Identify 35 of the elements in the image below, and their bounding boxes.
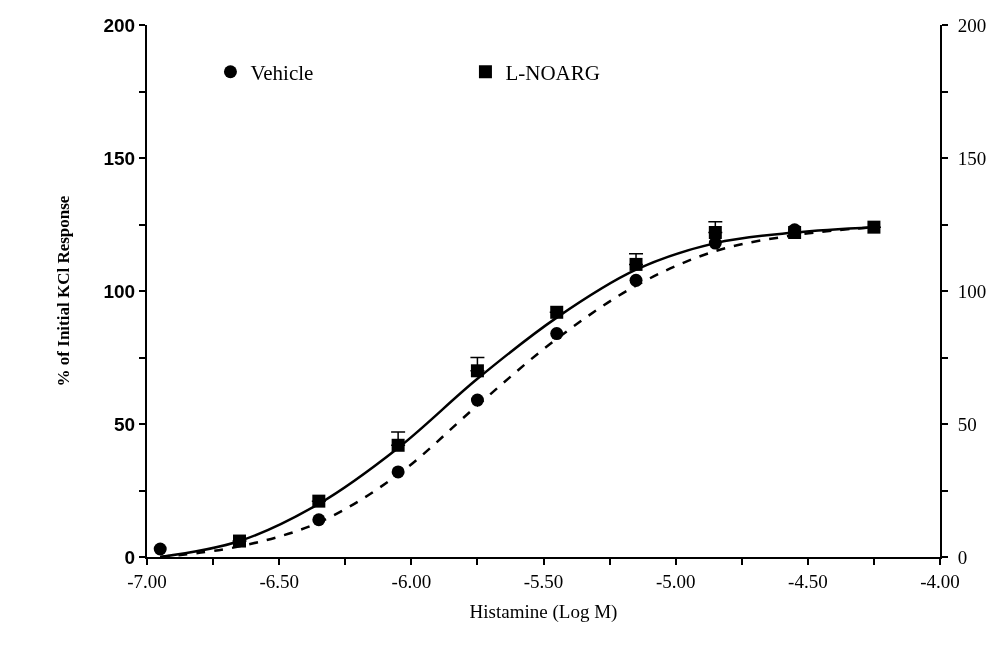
legend-label: L-NOARG [505,60,600,85]
x-tick-label: -7.00 [127,570,167,592]
x-tick-label: -4.00 [920,570,960,592]
y-tick-label: 50 [114,413,136,435]
x-tick-label: -6.50 [259,570,299,592]
x-tick-label: -5.50 [523,570,564,592]
y-tick-label: 200 [103,14,136,36]
x-axis-title: Histamine (Log M) [469,601,618,624]
x-tick-label: -5.00 [655,570,696,592]
legend-label: Vehicle [250,60,314,85]
y2-tick-label: 150 [957,147,987,169]
point [233,534,247,548]
y-tick-label: 0 [124,546,136,568]
x-tick-label: -6.00 [391,570,432,592]
point [550,305,564,319]
point [312,494,326,508]
y2-tick-label: 50 [957,413,977,435]
point [470,364,484,378]
point [867,220,881,234]
point [153,542,167,556]
y2-tick-label: 0 [957,546,968,568]
point [391,438,405,452]
point [629,273,643,287]
y-tick-label: 100 [103,280,136,302]
y-tick-label: 150 [103,147,136,169]
y2-tick-label: 100 [957,280,987,302]
y-axis-title: % of Initial KCl Response [53,195,73,387]
point [312,513,326,527]
point [550,327,564,341]
x-tick-label: -4.50 [788,570,828,592]
point [470,393,484,407]
point [708,225,722,239]
point [629,257,643,271]
point [391,465,405,479]
y2-tick-label: 200 [957,14,987,36]
